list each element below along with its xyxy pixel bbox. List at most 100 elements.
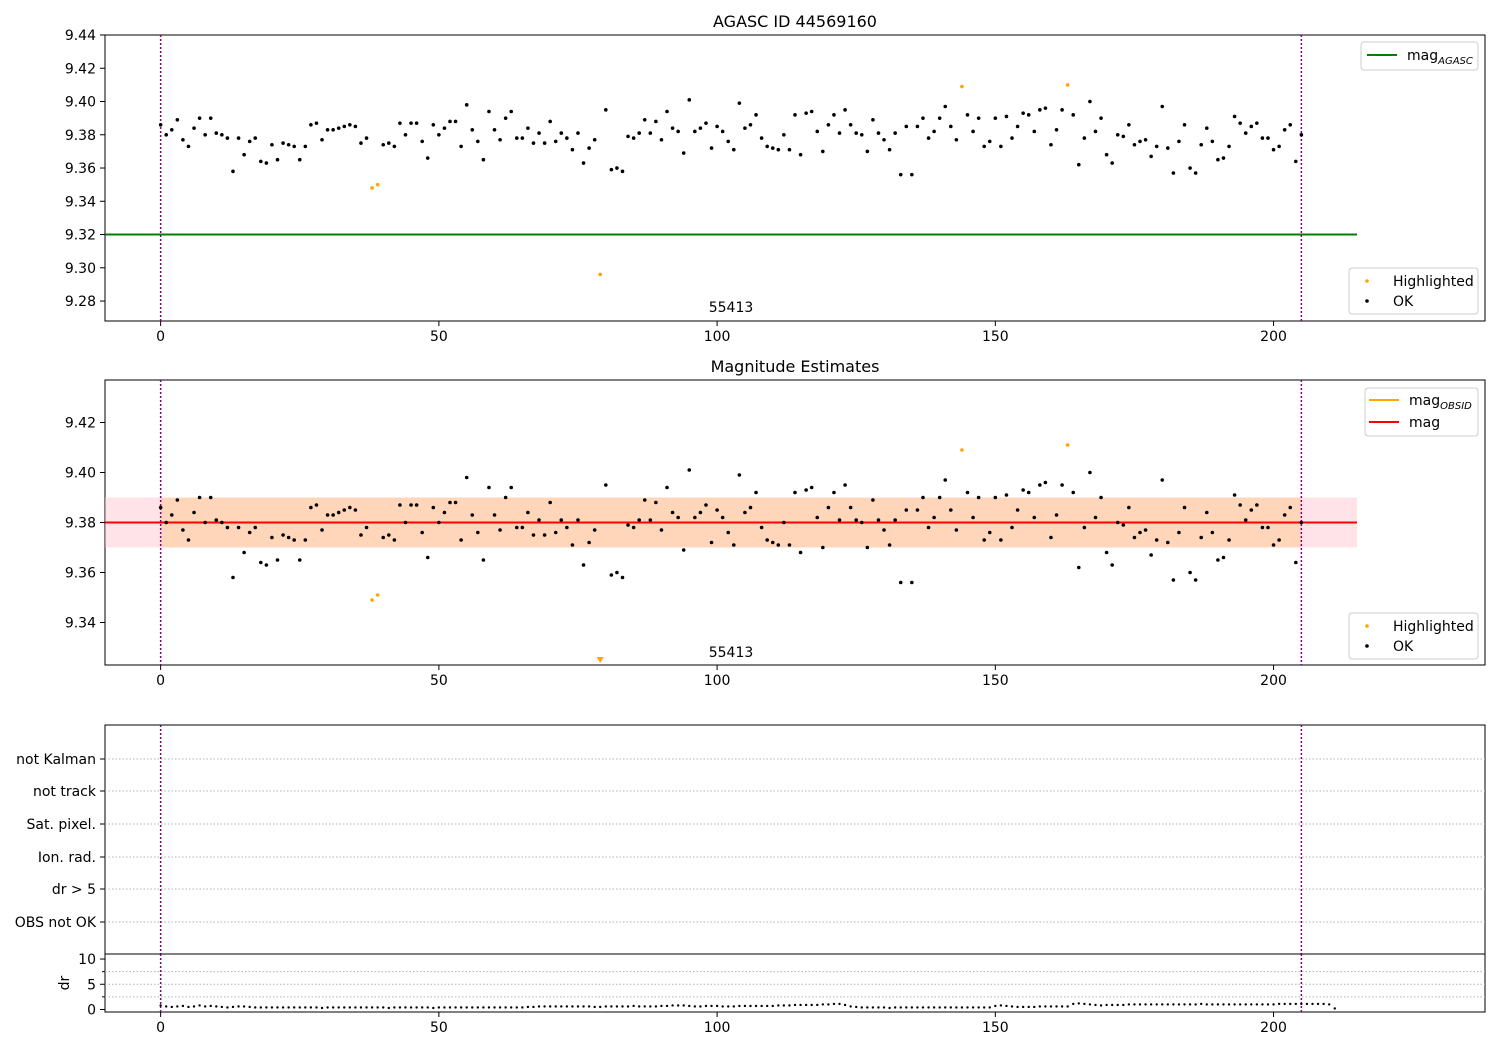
ok-point — [208, 495, 213, 500]
y-tick-label: 9.38 — [65, 128, 96, 144]
dr-point — [1277, 1002, 1281, 1006]
ok-point — [1227, 538, 1231, 542]
ok-point — [526, 126, 530, 130]
ok-point — [559, 131, 564, 135]
dr-point — [593, 1005, 596, 1009]
ok-point — [1032, 515, 1037, 520]
dr-point — [999, 1004, 1003, 1007]
ok-point — [626, 134, 630, 139]
ok-point — [1277, 538, 1281, 542]
ok-point — [854, 131, 859, 135]
dr-point — [1311, 1002, 1314, 1006]
ok-point — [1049, 142, 1053, 147]
highlighted-point — [370, 186, 374, 190]
ok-point — [1115, 520, 1120, 525]
flag-label: not track — [33, 784, 97, 800]
ok-point — [587, 540, 591, 545]
ok-point — [620, 575, 625, 580]
ok-point — [186, 538, 191, 542]
ok-point — [832, 113, 836, 117]
ok-point — [1127, 505, 1131, 510]
dr-point — [916, 1006, 919, 1009]
ok-point — [804, 111, 808, 115]
ok-point — [548, 119, 552, 124]
x-tick-label: 150 — [982, 329, 1009, 345]
ok-point — [576, 518, 580, 522]
dr-point — [682, 1004, 685, 1007]
dr-point — [304, 1006, 307, 1009]
ok-point — [887, 543, 892, 547]
ok-point — [203, 520, 207, 525]
dr-point — [1300, 1002, 1303, 1006]
y-tick-label: 9.30 — [65, 261, 96, 277]
ok-point — [181, 137, 185, 142]
y-tick-label: 9.28 — [65, 294, 96, 310]
ok-point — [809, 485, 814, 490]
legend: magAGASC — [1360, 41, 1479, 71]
dr-point — [1021, 1005, 1025, 1009]
dr-point — [1188, 1003, 1192, 1006]
dr-point — [882, 1006, 886, 1009]
ok-point — [203, 132, 207, 137]
dr-point — [626, 1005, 630, 1008]
ok-point — [943, 478, 948, 482]
dr-point — [343, 1006, 346, 1009]
dr-point — [1072, 1002, 1075, 1006]
dr-point — [326, 1006, 329, 1009]
ok-point — [253, 136, 258, 140]
ok-point — [882, 528, 886, 532]
dr-point — [899, 1006, 902, 1009]
ok-point — [247, 530, 252, 535]
ok-point — [236, 136, 241, 140]
ok-point — [348, 122, 352, 127]
dr-point — [387, 1006, 390, 1010]
ok-point — [1199, 142, 1204, 147]
ok-point — [509, 109, 514, 114]
ok-point — [993, 495, 998, 500]
ok-point — [965, 490, 970, 495]
ok-point — [1121, 523, 1126, 527]
ok-point — [954, 528, 959, 532]
dr-point — [1283, 1002, 1286, 1006]
dr-point — [1055, 1005, 1058, 1008]
dr-point — [337, 1006, 340, 1009]
ok-point — [348, 505, 352, 510]
ok-point — [604, 483, 608, 487]
ok-point — [437, 132, 441, 137]
dr-point — [248, 1005, 251, 1009]
dr-point — [215, 1005, 218, 1008]
dr-point — [1116, 1003, 1119, 1007]
ok-point — [1038, 108, 1042, 112]
ok-point — [848, 505, 853, 510]
ok-point — [1288, 122, 1293, 127]
ok-point — [314, 121, 319, 125]
dr-point — [465, 1006, 468, 1009]
ok-point — [687, 468, 692, 472]
ok-point — [1143, 137, 1148, 142]
ok-point — [1260, 136, 1265, 140]
ok-point — [1127, 122, 1131, 127]
plot-frame — [104, 34, 1486, 322]
ok-point — [1227, 144, 1231, 149]
dr-point — [994, 1004, 997, 1008]
ok-point — [715, 508, 719, 512]
ok-point — [1266, 525, 1270, 530]
ok-point — [281, 141, 285, 145]
ok-point — [971, 515, 975, 520]
dr-point — [348, 1006, 352, 1009]
ok-point — [336, 510, 341, 515]
ok-point — [437, 520, 441, 525]
ok-point — [570, 147, 575, 152]
ok-point — [587, 146, 591, 150]
ok-point — [626, 523, 630, 527]
ok-point — [214, 131, 219, 135]
dr-point — [409, 1006, 413, 1009]
ok-point — [242, 550, 246, 555]
ok-point — [837, 131, 842, 135]
dr-point — [1149, 1003, 1153, 1006]
ok-point — [220, 132, 224, 137]
ok-point — [270, 142, 274, 147]
dr-point — [454, 1006, 457, 1009]
dr-point — [521, 1006, 524, 1009]
dr-point — [398, 1006, 402, 1009]
